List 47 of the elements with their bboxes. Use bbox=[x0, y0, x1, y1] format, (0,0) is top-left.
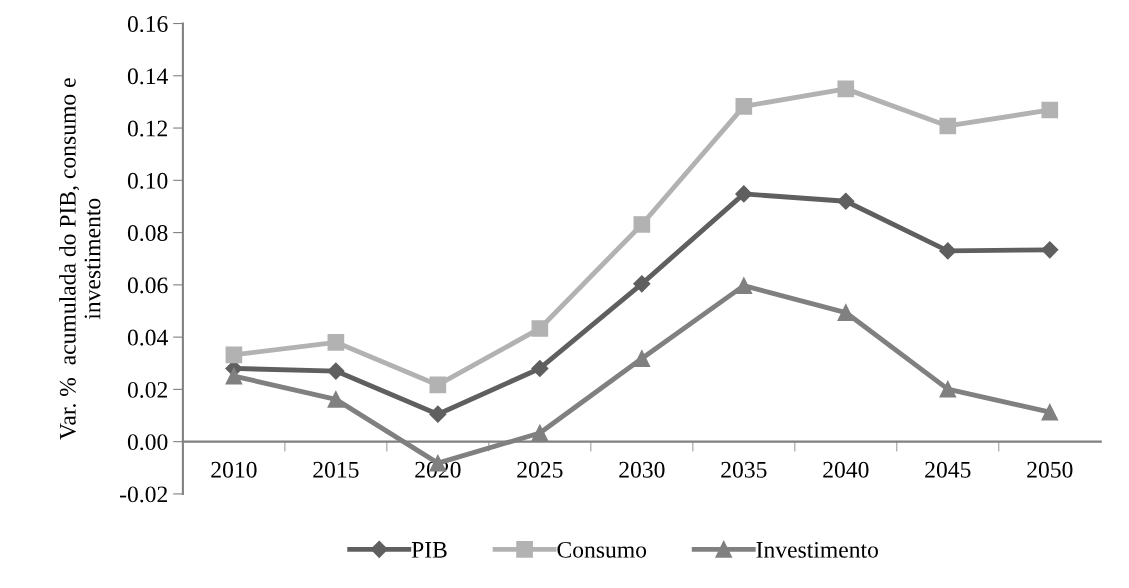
x-tick-label: 2040 bbox=[823, 461, 869, 478]
point bbox=[633, 350, 651, 367]
point bbox=[939, 380, 957, 398]
point bbox=[939, 242, 957, 260]
y-tick-label: 0.10 bbox=[127, 172, 168, 189]
point bbox=[633, 216, 651, 233]
y-axis-title: Var. % acumulada do PIB, consumo e investimento bbox=[59, 78, 101, 440]
point bbox=[225, 346, 243, 364]
y-tick-label: 0.02 bbox=[127, 381, 168, 398]
point bbox=[1041, 241, 1059, 259]
y-tick-label: 0.04 bbox=[127, 329, 168, 346]
legend-label: Consumo bbox=[557, 541, 647, 558]
x-tick-label: 2050 bbox=[1027, 461, 1073, 478]
point bbox=[837, 192, 855, 210]
point bbox=[531, 424, 549, 442]
point bbox=[939, 117, 957, 135]
point bbox=[735, 277, 753, 294]
point bbox=[633, 275, 651, 293]
legend-label: PIB bbox=[411, 542, 447, 558]
y-tick-label: 0.00 bbox=[127, 434, 168, 451]
y-tick-label: 0.08 bbox=[127, 225, 168, 242]
y-tick-label: 0.06 bbox=[127, 277, 168, 294]
point bbox=[327, 390, 345, 408]
point bbox=[837, 304, 855, 321]
point bbox=[735, 185, 753, 203]
point bbox=[531, 359, 549, 378]
y-tick-label: 0.12 bbox=[127, 120, 168, 137]
x-tick-label: 2010 bbox=[211, 461, 257, 478]
point bbox=[327, 362, 345, 380]
x-tick-label: 2035 bbox=[721, 461, 767, 478]
y-tick-label: -0.02 bbox=[120, 486, 168, 503]
y-tick-label: 0.16 bbox=[127, 16, 168, 33]
point bbox=[1041, 403, 1059, 421]
x-tick-label: 2045 bbox=[925, 461, 971, 478]
point bbox=[429, 376, 447, 394]
x-tick-label: 2030 bbox=[619, 461, 665, 478]
legend-label: Investimento bbox=[756, 541, 878, 558]
x-tick-label: 2025 bbox=[517, 461, 563, 478]
y-tick-label: 0.14 bbox=[127, 68, 168, 85]
x-tick-label: 2015 bbox=[313, 461, 359, 478]
point bbox=[225, 367, 243, 385]
point bbox=[735, 98, 753, 115]
point bbox=[1041, 101, 1059, 119]
point bbox=[429, 405, 447, 423]
point bbox=[837, 80, 855, 98]
point bbox=[531, 320, 549, 337]
point bbox=[327, 334, 345, 351]
